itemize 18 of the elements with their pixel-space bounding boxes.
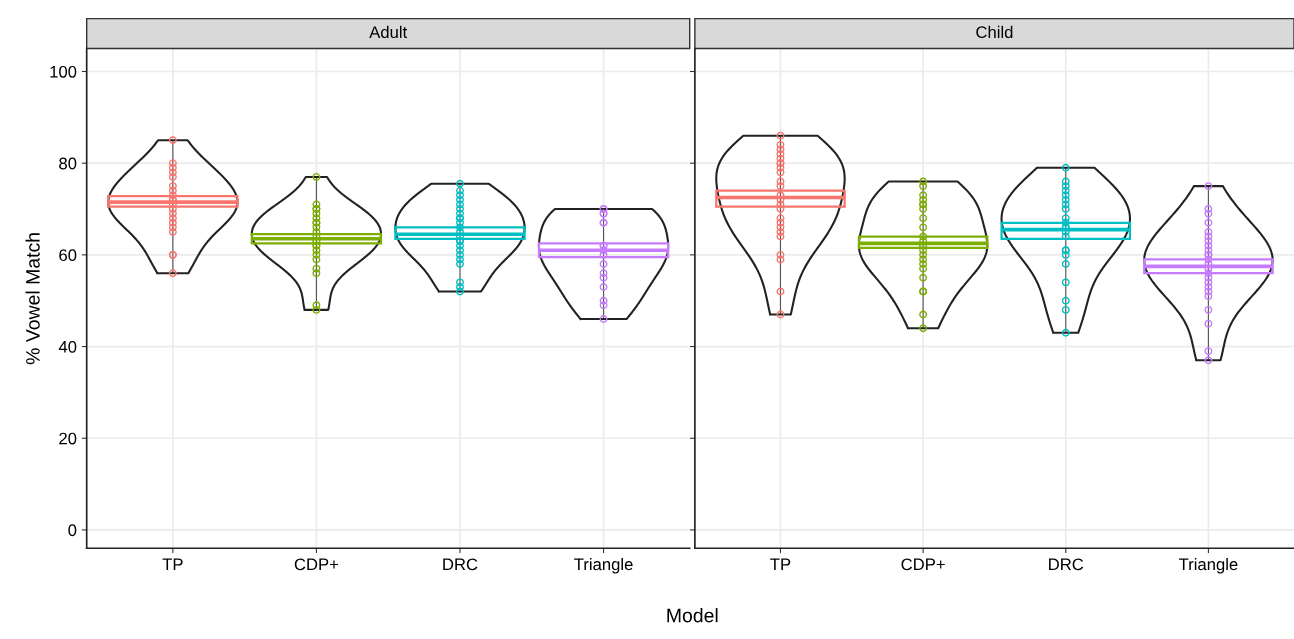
y-tick-label: 40 [58, 340, 77, 353]
y-tick-label: 20 [59, 432, 77, 445]
y-tick-label: 60 [59, 249, 77, 262]
x-tick-label: CDP+ [901, 558, 945, 571]
y-tick-label: 100 [50, 65, 77, 78]
y-tick-label: 0 [68, 524, 77, 537]
y-tick-label: 80 [59, 157, 77, 170]
x-tick-label: TP [770, 558, 791, 571]
x-tick-label: TP [162, 558, 183, 571]
chart-title: Adult [369, 25, 408, 39]
x-axis-title: Model [667, 608, 718, 623]
x-tick-label: DRC [1049, 558, 1084, 571]
x-tick-label: Triangle [1178, 557, 1238, 574]
x-tick-label: Triangle [574, 557, 633, 574]
chart-title: Child [976, 25, 1013, 39]
x-tick-label: DRC [443, 558, 478, 571]
x-tick-label: CDP+ [294, 558, 339, 571]
y-axis-title: % Vowel Match [25, 233, 40, 365]
